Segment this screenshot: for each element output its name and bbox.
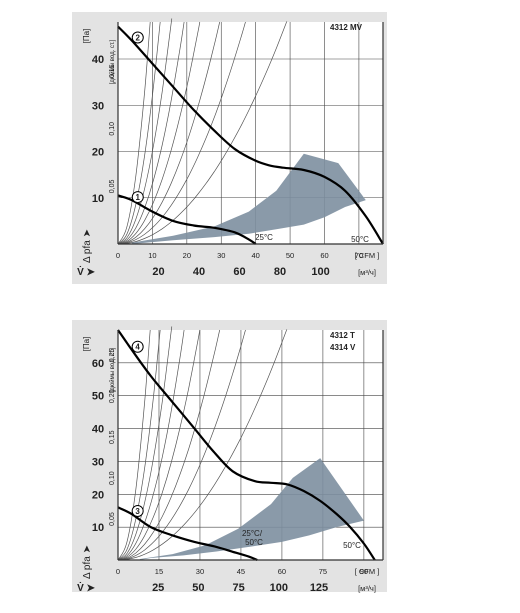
temperature-label: 25°C/ <box>242 529 263 538</box>
m3h-tick-label: 80 <box>274 266 286 278</box>
curve-marker-1 <box>131 191 144 204</box>
curve-marker-label: 3 <box>135 507 140 516</box>
pa-tick-label: 30 <box>92 100 104 112</box>
inwg-tick-label: 0,15 <box>109 430 116 444</box>
pa-tick-label: 10 <box>92 193 104 205</box>
system-resistance-curve <box>117 329 185 561</box>
pa-tick-label: 20 <box>92 489 104 501</box>
temperature-label: 25°C <box>255 233 273 242</box>
y-axis-symbol: Δ pfa ➤ <box>82 229 93 263</box>
inwg-tick-label: 0,10 <box>109 471 116 485</box>
inwg-tick-label: 0,05 <box>109 512 116 526</box>
system-resistance-curve <box>117 329 161 561</box>
m3h-unit-label: [м³/ч] <box>358 268 376 277</box>
curve-marker-label: 2 <box>136 34 141 43</box>
inwg-tick-label: 0,25 <box>109 348 116 362</box>
cfm-tick-label: 60 <box>278 567 286 576</box>
system-resistance-curve <box>117 21 288 245</box>
cfm-tick-label: 40 <box>251 251 259 260</box>
system-resistance-curve <box>117 329 246 561</box>
curve-marker-label: 4 <box>135 343 140 352</box>
system-resistance-curve <box>117 21 246 245</box>
cfm-unit-label: [ CFM ] <box>355 251 380 260</box>
m3h-tick-label: 40 <box>193 266 205 278</box>
cfm-tick-label: 15 <box>155 567 163 576</box>
curve-marker-2 <box>131 31 144 44</box>
y-secondary-unit-label: [дюймы вод. ст.] <box>109 347 116 392</box>
m3h-tick-label: 25 <box>152 582 164 594</box>
temperature-label: 50°C <box>343 541 361 550</box>
model-label: 4312 T <box>330 331 355 340</box>
cfm-tick-label: 45 <box>237 567 245 576</box>
m3h-tick-label: 100 <box>270 582 288 594</box>
pa-tick-label: 50 <box>92 391 104 403</box>
m3h-tick-label: 125 <box>310 582 328 594</box>
inwg-tick-label: 0,20 <box>109 389 116 403</box>
curve-marker-4 <box>131 340 144 353</box>
m3h-tick-label: 100 <box>311 266 329 278</box>
m3h-tick-label: 60 <box>233 266 245 278</box>
y-unit-label: [Па] <box>82 337 91 352</box>
fan-curve-3 <box>117 506 258 562</box>
m3h-tick-label: 20 <box>152 266 164 278</box>
system-resistance-curve <box>117 326 173 561</box>
m3h-tick-label: 50 <box>192 582 204 594</box>
cfm-tick-label: 30 <box>196 567 204 576</box>
y-secondary-unit-label: [дюймы вод. ст.] <box>109 39 116 84</box>
cfm-tick-label: 0 <box>116 251 120 260</box>
system-resistance-curve <box>117 21 221 245</box>
curve-marker-label: 1 <box>136 193 141 202</box>
cfm-tick-label: 90 <box>360 567 368 576</box>
pa-tick-label: 40 <box>92 424 104 436</box>
pa-tick-label: 20 <box>92 147 104 159</box>
operating-zone <box>139 458 364 560</box>
curve-marker-3 <box>131 505 144 517</box>
temperature-label: 50°C <box>245 538 263 547</box>
x-axis-symbol: V̇ ➤ <box>77 582 95 594</box>
inwg-tick-label: 0,15 <box>109 64 116 78</box>
x-axis-symbol: V̇ ➤ <box>77 266 95 278</box>
system-resistance-curve <box>117 21 185 245</box>
system-resistance-curve <box>117 18 173 245</box>
m3h-tick-label: 75 <box>232 582 244 594</box>
system-resistance-curve <box>117 21 161 245</box>
fan-curve-2 <box>117 25 384 245</box>
model-label: 4312 MV <box>330 23 363 32</box>
cfm-tick-label: 75 <box>319 567 327 576</box>
system-resistance-curve <box>117 329 201 561</box>
cfm-tick-label: 50 <box>286 251 294 260</box>
system-resistance-curve <box>117 329 151 561</box>
chart-panel-2: 43102030405060[Па]0,050,100,150,200,25[д… <box>72 320 387 594</box>
cfm-tick-label: 20 <box>183 251 191 260</box>
fan-curve-4 <box>117 329 376 561</box>
m3h-unit-label: [м³/ч] <box>358 584 376 593</box>
system-resistance-curve <box>117 329 288 561</box>
cfm-unit-label: [ CFM ] <box>355 567 380 576</box>
temperature-label: 50°C <box>351 235 369 244</box>
cfm-tick-label: 70 <box>355 251 363 260</box>
system-resistance-curve <box>117 21 151 245</box>
model-label: 4314 V <box>330 343 356 352</box>
chart-panel-1: 2 1 10 20 30 40 [Па] 0,05 0,10 0,15[дюймы вод. ст… <box>72 12 387 284</box>
pa-tick-label: 60 <box>92 358 104 370</box>
cfm-tick-label: 10 <box>148 251 156 260</box>
cfm-tick-label: 60 <box>320 251 328 260</box>
y-axis-symbol: Δ pfa ➤ <box>82 545 93 579</box>
inwg-tick-label: 0,05 <box>109 179 116 193</box>
pa-tick-label: 30 <box>92 456 104 468</box>
y-unit-label: [Па] <box>82 29 91 44</box>
operating-zone <box>131 153 366 244</box>
inwg-tick-label: 0,10 <box>109 122 116 136</box>
fan-curve-1 <box>117 194 257 245</box>
pa-tick-label: 40 <box>92 54 104 66</box>
system-resistance-curve <box>117 21 201 245</box>
system-resistance-curve <box>117 329 221 561</box>
cfm-tick-label: 0 <box>116 567 120 576</box>
pa-tick-label: 10 <box>92 522 104 534</box>
cfm-tick-label: 30 <box>217 251 225 260</box>
